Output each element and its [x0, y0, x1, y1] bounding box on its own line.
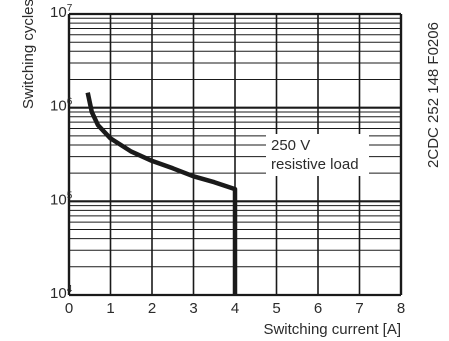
x-tick-label: 4: [231, 300, 239, 317]
y-tick-label: 105: [50, 190, 73, 208]
x-tick-label: 7: [355, 300, 363, 317]
y-axis-label: Switching cycles: [20, 0, 37, 109]
x-tick-label: 1: [106, 300, 114, 317]
series: [85, 92, 238, 296]
series-label-line-2: resistive load: [271, 156, 359, 173]
x-axis-label: Switching current [A]: [263, 321, 401, 338]
drawing-code: 2CDC 252 148 F0206: [425, 22, 442, 168]
y-tick-label: 107: [50, 3, 73, 21]
x-tick-label: 0: [65, 300, 73, 317]
y-tick-label: 106: [50, 97, 73, 115]
series-label-box: [266, 134, 369, 176]
y-tick-label: 104: [50, 284, 73, 302]
x-tick-label: 6: [314, 300, 322, 317]
x-tick-label: 2: [148, 300, 156, 317]
y-axis-ticks: 104 105 106 107: [50, 3, 73, 302]
x-axis-ticks: 0 1 2 3 4 5 6 7 8: [65, 300, 405, 317]
x-tick-label: 3: [189, 300, 197, 317]
x-tick-label: 5: [272, 300, 280, 317]
x-tick-label: 8: [397, 300, 405, 317]
series-label-line-1: 250 V: [271, 137, 310, 154]
